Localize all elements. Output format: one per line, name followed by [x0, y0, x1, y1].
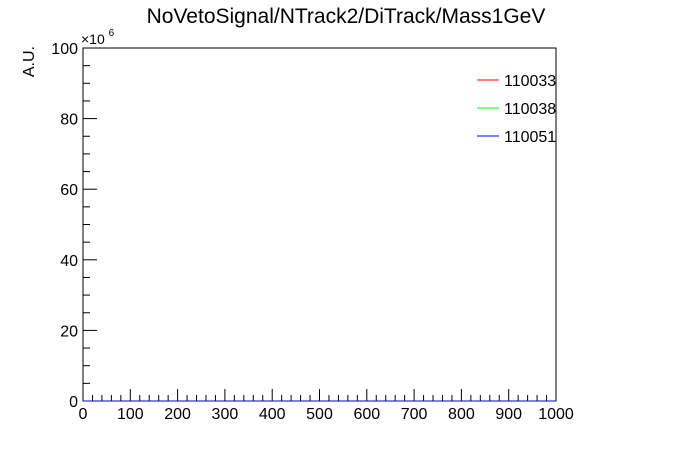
y-tick-label: 100	[51, 41, 78, 58]
x-tick-label: 900	[495, 406, 522, 423]
legend-label: 110038	[504, 101, 556, 118]
legend-label: 110051	[504, 129, 556, 146]
y-axis: 0 20 40 60 80 100	[51, 41, 97, 411]
x-tick-label: 800	[448, 406, 475, 423]
x-tick-label: 700	[401, 406, 428, 423]
y-tick-label: 60	[60, 182, 78, 199]
legend-label: 110033	[504, 73, 556, 90]
y-axis-label: A.U.	[21, 46, 38, 77]
y-axis-exponent-base: ×10	[81, 31, 105, 47]
y-tick-label: 0	[69, 394, 78, 411]
plot-frame	[82, 47, 557, 402]
x-tick-label: 500	[306, 406, 333, 423]
x-tick-label: 0	[79, 406, 88, 423]
chart-title: NoVetoSignal/NTrack2/DiTrack/Mass1GeV	[147, 5, 546, 28]
y-tick-label: 40	[60, 253, 78, 270]
x-axis: 0 100 200 300 400 500 600 700 800 900 1000	[79, 389, 574, 423]
x-tick-label: 300	[212, 406, 239, 423]
y-tick-label: 20	[60, 323, 78, 340]
x-tick-label: 200	[164, 406, 191, 423]
y-axis-exponent: ×10 6	[81, 28, 115, 47]
x-tick-label: 600	[353, 406, 380, 423]
y-axis-exponent-power: 6	[109, 28, 115, 39]
y-tick-label: 80	[60, 112, 78, 129]
x-tick-label: 1000	[538, 406, 574, 423]
x-tick-label: 400	[259, 406, 286, 423]
legend: 110033 110038 110051	[477, 73, 556, 146]
x-tick-label: 100	[117, 406, 144, 423]
